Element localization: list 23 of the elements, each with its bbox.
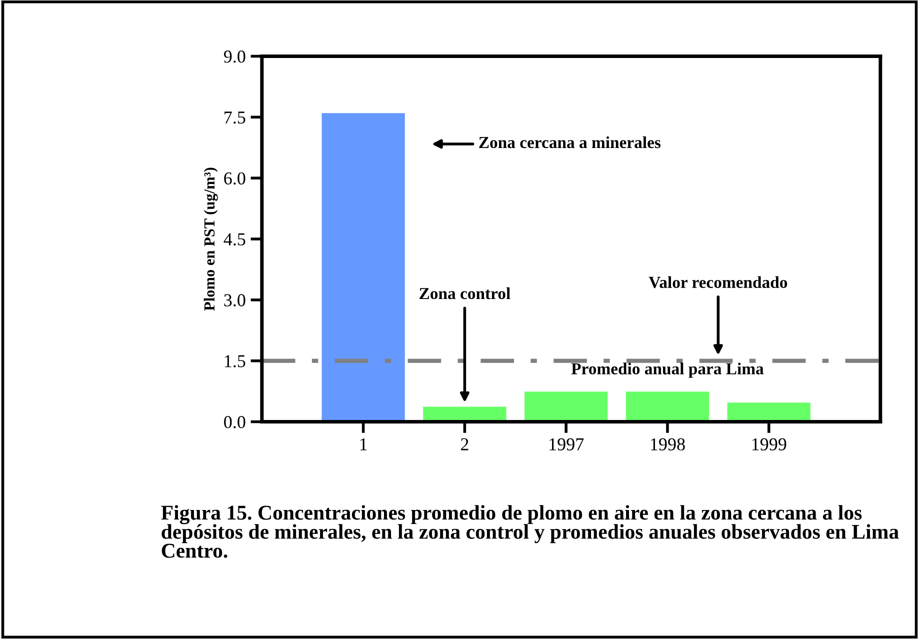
y-axis-title: Plomo en PST (ug/m³) xyxy=(204,168,218,311)
y-tick-label: 1.5 xyxy=(224,355,246,368)
y-tick-label: 9.0 xyxy=(224,50,246,63)
x-tick-label: 1 xyxy=(360,438,367,450)
y-tick-label: 3.0 xyxy=(224,294,246,306)
y-tick-label: 7.5 xyxy=(224,112,246,124)
y-tick-label: 0.0 xyxy=(224,416,246,428)
bar xyxy=(423,406,506,422)
y-tick-label: 6.0 xyxy=(224,172,246,185)
x-tick-label: 2 xyxy=(460,438,468,450)
x-tick-label: 1998 xyxy=(651,438,685,450)
ref-line-label: Valor recomendado xyxy=(648,276,788,288)
x-tick-label: 1999 xyxy=(752,438,786,450)
y-tick-label: 4.5 xyxy=(224,233,246,246)
bar xyxy=(524,392,608,422)
x-tick-label: 1997 xyxy=(550,438,584,450)
annotation: Promedio anual para Lima xyxy=(571,362,764,378)
annotation: Zona cercana a minerales xyxy=(479,136,661,148)
bar xyxy=(727,402,810,422)
annotation: Zona control xyxy=(420,287,510,300)
bar xyxy=(626,392,710,422)
text: Figura 15. Concentraciones promedio de plomo en aire en la zona cercana a los depósitos de minerales, en la zona control y promedios anuales observados en Lima Centro. xyxy=(161,505,899,558)
bar xyxy=(322,113,405,422)
